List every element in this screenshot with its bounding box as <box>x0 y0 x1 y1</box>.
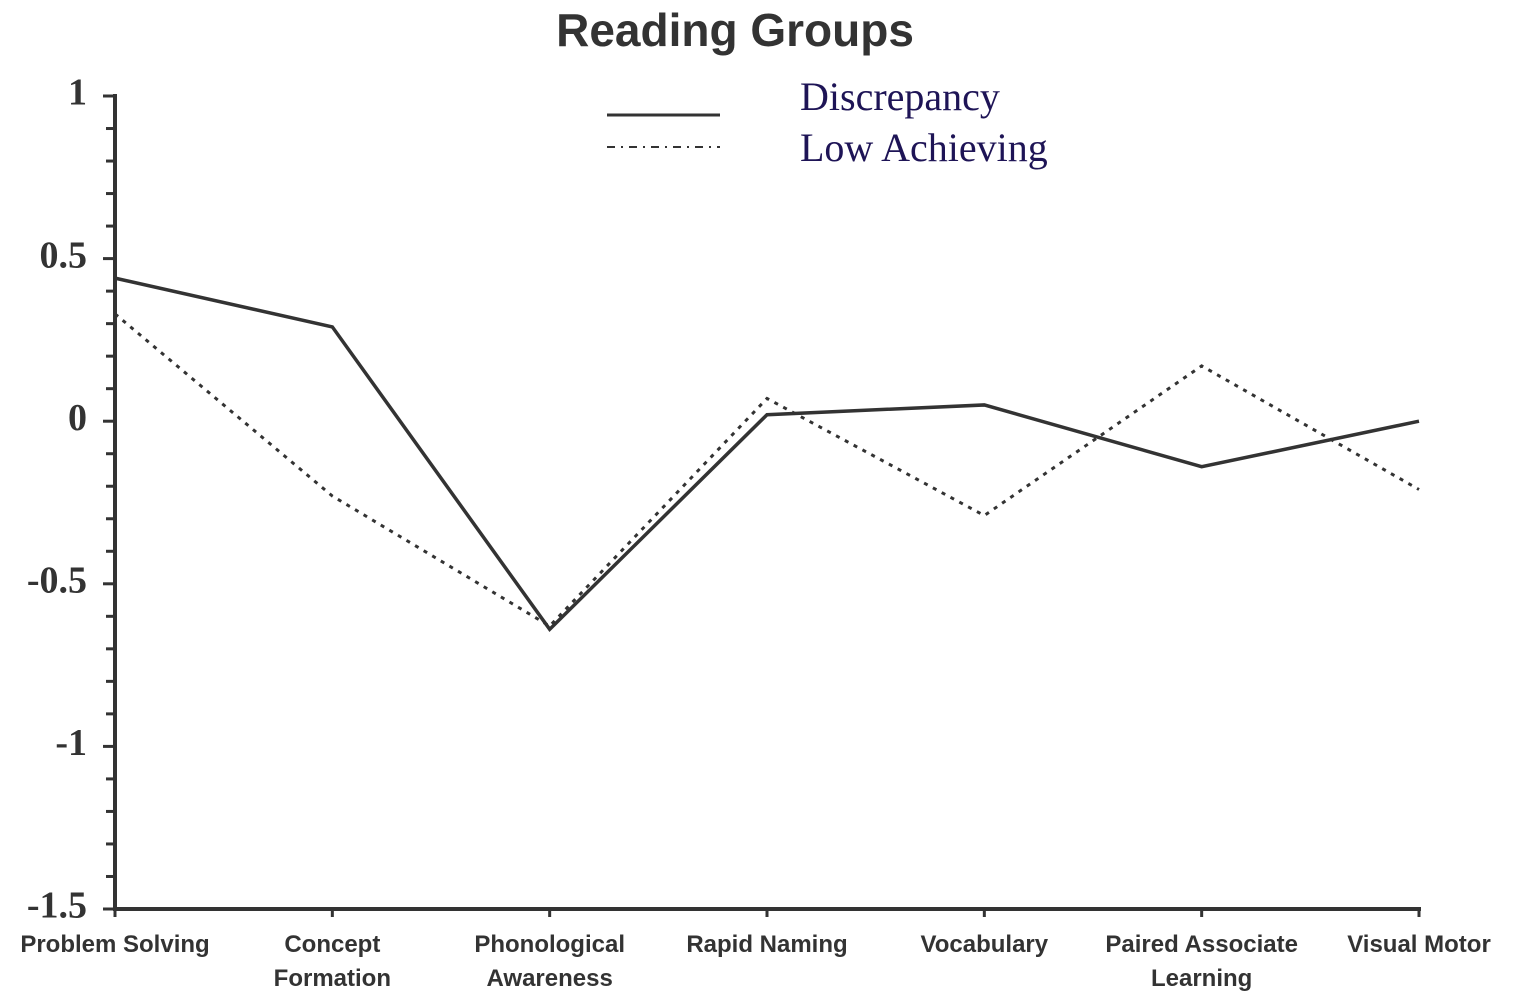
x-tick-label: Visual Motor <box>1347 931 1491 958</box>
series-line <box>114 276 1420 633</box>
x-tick-label: Concept Formation <box>274 931 391 992</box>
series-line <box>114 312 1420 628</box>
x-tick-label: Problem Solving <box>20 931 209 958</box>
y-tick-label: -1.5 <box>27 885 87 927</box>
y-tick-label: 0 <box>68 397 87 439</box>
y-tick-label: 1 <box>68 72 87 114</box>
y-tick-label: -0.5 <box>27 560 87 602</box>
legend-label: Low Achieving <box>800 125 1048 170</box>
y-tick-label: 0.5 <box>40 234 88 276</box>
y-tick-label: -1 <box>55 722 87 764</box>
legend-label: Discrepancy <box>800 74 1000 119</box>
x-tick-label: Rapid Naming <box>686 931 847 958</box>
chart-title: Reading Groups <box>556 4 914 56</box>
x-tick-label: Vocabulary <box>921 931 1049 958</box>
x-tick-label: Paired Associate Learning <box>1105 931 1298 992</box>
x-tick-label: Phonological Awareness <box>474 931 625 992</box>
